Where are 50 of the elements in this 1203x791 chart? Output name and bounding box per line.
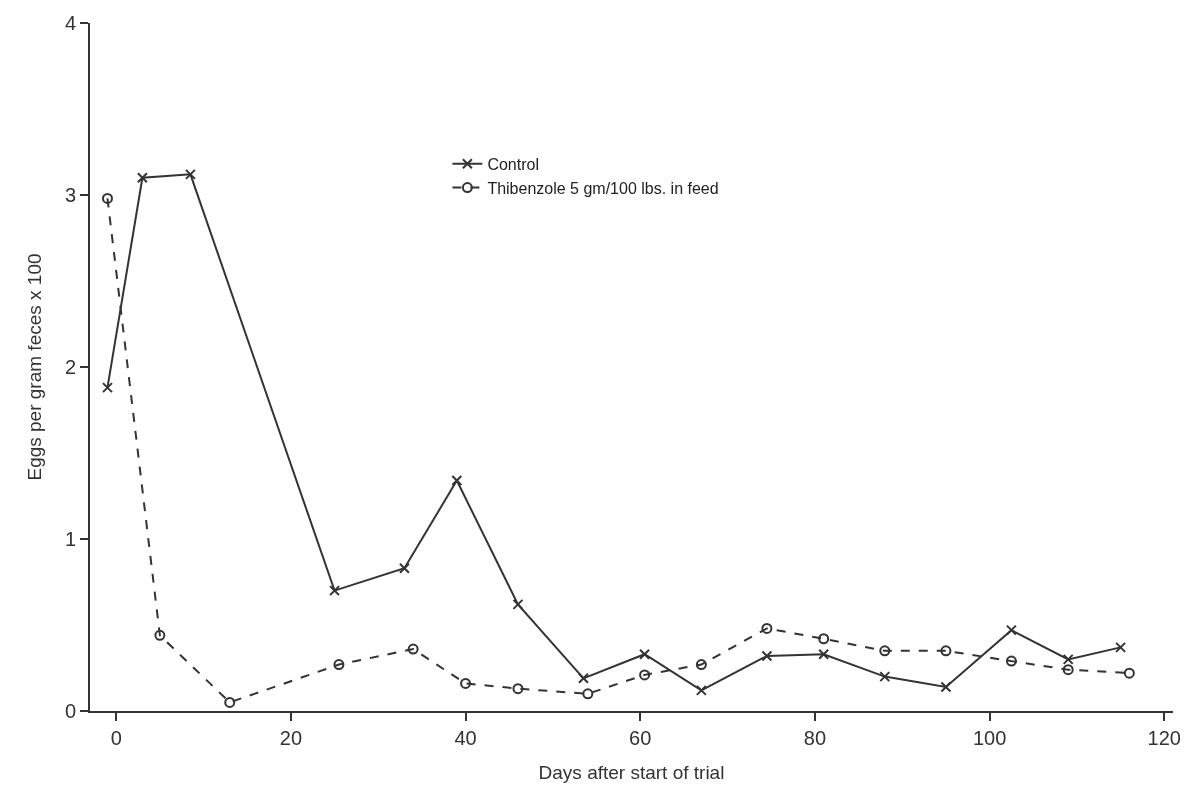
point [512,598,524,610]
point [940,645,952,657]
point [695,659,707,671]
x-tick-label: 40 [454,727,477,749]
point [407,643,419,655]
x-tick-label: 100 [972,727,1007,749]
y-tick-label: 1 [64,528,76,550]
point [136,172,148,184]
point [577,672,589,684]
point [818,648,830,660]
point [639,669,651,681]
point [761,650,773,662]
x-tick-label: 20 [279,727,303,749]
point [879,645,891,657]
x-tick-label: 0 [110,727,122,749]
point [761,622,773,634]
point [1062,653,1074,665]
point [101,192,113,204]
point [1123,667,1135,679]
x-tick-label: 60 [629,727,652,749]
y-tick-label: 3 [64,184,76,206]
point [1062,664,1074,676]
point [879,671,891,683]
x-tick-label: 80 [803,727,827,749]
point [460,677,472,689]
point [451,475,463,487]
point [695,684,707,696]
point [101,382,113,394]
point [184,168,196,180]
point [1005,655,1017,667]
point [512,683,524,695]
y-tick-label: 2 [64,356,76,378]
x-tick-label: 120 [1147,727,1181,749]
point [329,585,341,597]
point [333,659,345,671]
legend-label: Control [487,155,539,173]
point [154,629,166,641]
point [940,681,952,693]
x-axis-title: Days after start of trial [538,762,725,783]
point [398,562,410,574]
point [1005,624,1017,636]
legend-label: Thibenzole 5 gm/100 lbs. in feed [487,179,719,197]
y-tick-label: 4 [64,12,76,34]
point [1115,641,1127,653]
y-axis-title: Eggs per gram feces x 100 [24,253,45,481]
point [224,696,236,708]
point [639,648,651,660]
y-tick-label: 0 [64,700,76,722]
point [582,688,594,700]
point [818,633,830,645]
